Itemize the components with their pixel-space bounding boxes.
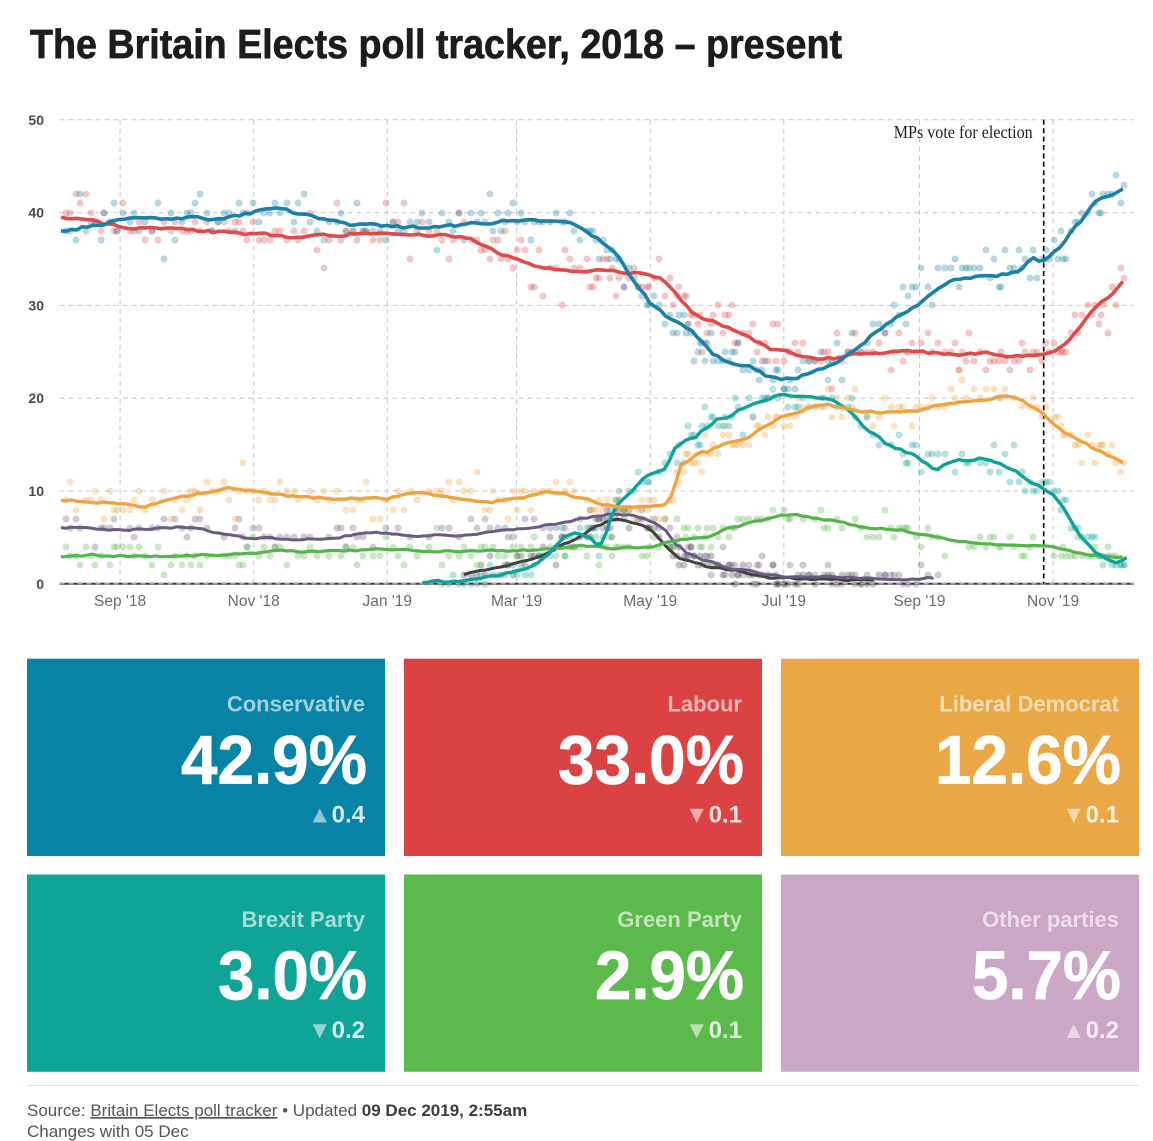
svg-text:▲0.2: ▲0.2 xyxy=(1062,1017,1119,1044)
svg-text:50: 50 xyxy=(28,112,44,128)
svg-text:5.7%: 5.7% xyxy=(972,937,1121,1014)
svg-text:30: 30 xyxy=(28,297,44,313)
svg-text:Liberal Democrat: Liberal Democrat xyxy=(939,691,1119,716)
svg-text:2.9%: 2.9% xyxy=(595,937,744,1014)
svg-text:Green Party: Green Party xyxy=(617,907,742,932)
svg-text:▼0.1: ▼0.1 xyxy=(685,1017,742,1044)
svg-text:3.0%: 3.0% xyxy=(218,937,367,1014)
svg-text:33.0%: 33.0% xyxy=(558,721,744,798)
svg-text:▼0.1: ▼0.1 xyxy=(685,801,742,828)
svg-text:42.9%: 42.9% xyxy=(181,721,367,798)
svg-text:▼0.2: ▼0.2 xyxy=(308,1017,365,1044)
svg-text:Labour: Labour xyxy=(667,691,742,716)
svg-text:10: 10 xyxy=(28,483,44,499)
svg-text:20: 20 xyxy=(28,390,44,406)
svg-text:Mar '19: Mar '19 xyxy=(491,593,542,610)
svg-text:▼0.1: ▼0.1 xyxy=(1062,801,1119,828)
svg-text:▲0.4: ▲0.4 xyxy=(308,801,366,828)
svg-text:Sep '19: Sep '19 xyxy=(893,593,945,610)
svg-text:Other parties: Other parties xyxy=(982,907,1119,932)
svg-text:Brexit Party: Brexit Party xyxy=(241,907,365,932)
svg-text:Jan '19: Jan '19 xyxy=(363,593,413,610)
svg-text:12.6%: 12.6% xyxy=(935,721,1121,798)
svg-text:Changes with 05 Dec: Changes with 05 Dec xyxy=(27,1122,189,1141)
svg-text:Jul '19: Jul '19 xyxy=(762,593,806,610)
svg-text:0: 0 xyxy=(36,576,44,592)
svg-text:Source: Britain Elects poll tr: Source: Britain Elects poll tracker • Up… xyxy=(27,1101,527,1120)
svg-text:Nov '19: Nov '19 xyxy=(1027,593,1079,610)
svg-text:Nov '18: Nov '18 xyxy=(228,593,280,610)
svg-text:The Britain Elects poll tracke: The Britain Elects poll tracker, 2018 – … xyxy=(30,21,842,67)
svg-text:Conservative: Conservative xyxy=(227,691,365,716)
svg-text:40: 40 xyxy=(28,205,44,221)
svg-text:Sep '18: Sep '18 xyxy=(94,593,146,610)
svg-text:May '19: May '19 xyxy=(623,593,677,610)
svg-text:MPs vote for election: MPs vote for election xyxy=(894,122,1033,142)
